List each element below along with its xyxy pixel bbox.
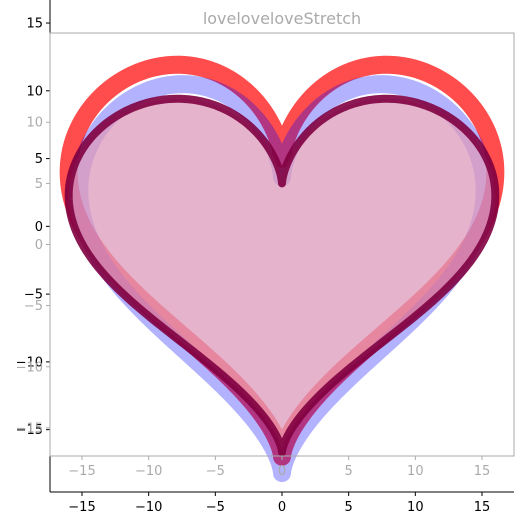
base-x-tick-label: −15 — [68, 500, 95, 515]
base-x-tick-label: 5 — [345, 500, 353, 515]
overlay-y-tick-label: 0 — [35, 238, 43, 253]
base-y-tick-label: 0 — [35, 220, 43, 235]
base-x-tick-label: 10 — [407, 500, 424, 515]
base-x-tick-label: −10 — [135, 500, 162, 515]
overlay-x-tick-label: 0 — [278, 464, 286, 479]
overlay-y-tick-label: 5 — [35, 177, 43, 192]
overlay-y-tick-label: 10 — [26, 116, 43, 131]
overlay-x-tick-label: 10 — [407, 464, 424, 479]
overlay-x-tick-label: 15 — [474, 464, 491, 479]
overlay-y-tick-label: −5 — [24, 299, 43, 314]
base-x-tick-label: 15 — [474, 500, 491, 515]
overlay-x-tick-label: −5 — [206, 464, 225, 479]
overlay-axes-layer: −15 −10 −5 0 5 10 15 −15 −10 −5 0 5 10 loveloveloveSt… — [16, 9, 515, 483]
base-y-tick-label: −5 — [24, 288, 43, 303]
base-y-tick-label: 10 — [26, 84, 43, 99]
heart-series-overlay-0 — [70, 75, 494, 483]
overlay-y-tick-label: −10 — [16, 360, 43, 375]
base-y-tick-label: −10 — [16, 355, 43, 370]
base-y-tick-label: −15 — [16, 423, 43, 438]
chart-title: loveloveloveStretch — [203, 9, 361, 28]
overlay-y-tick-label: −15 — [16, 421, 43, 436]
overlay-x-tick-label: 5 — [345, 464, 353, 479]
heart-series-overlay-1 — [64, 94, 500, 457]
base-x-tick-label: 0 — [278, 500, 286, 515]
overlay-x-tick-label: −15 — [68, 464, 95, 479]
base-y-tick-label: 15 — [26, 17, 43, 32]
overlay-x-tick-label: −10 — [135, 464, 162, 479]
base-y-tick-label: 5 — [35, 152, 43, 167]
base-x-tick-label: −5 — [206, 500, 225, 515]
